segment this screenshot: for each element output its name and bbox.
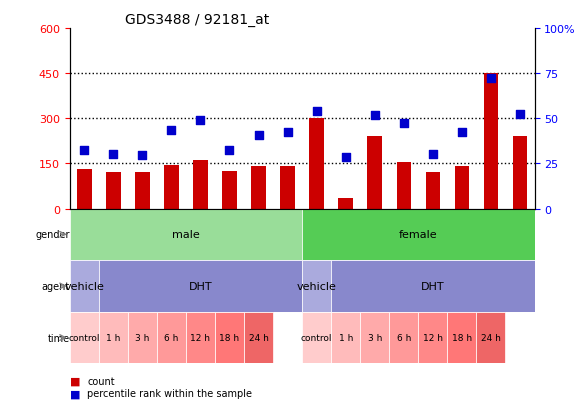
Text: male: male — [172, 230, 200, 240]
Point — [370, 113, 379, 119]
Text: 1 h: 1 h — [106, 333, 120, 342]
Text: count: count — [87, 376, 115, 386]
Bar — [77, 170, 92, 209]
Text: 18 h: 18 h — [452, 333, 472, 342]
Bar — [396, 162, 411, 209]
Bar — [215, 312, 244, 363]
Text: 12 h: 12 h — [423, 333, 443, 342]
Text: gender: gender — [35, 230, 70, 240]
Bar — [476, 312, 505, 363]
Bar — [425, 173, 440, 209]
Text: control: control — [69, 333, 100, 342]
Bar — [483, 74, 498, 209]
Bar — [157, 312, 186, 363]
Bar — [70, 209, 302, 261]
Point — [399, 120, 408, 127]
Bar — [367, 137, 382, 209]
Text: 6 h: 6 h — [397, 333, 411, 342]
Text: time: time — [48, 333, 70, 343]
Text: ■: ■ — [70, 389, 80, 399]
Point — [80, 147, 89, 154]
Bar — [222, 171, 237, 209]
Text: 12 h: 12 h — [191, 333, 210, 342]
Text: ■: ■ — [70, 376, 80, 386]
Point — [225, 147, 234, 154]
Point — [428, 152, 437, 158]
Text: 24 h: 24 h — [249, 333, 268, 342]
Text: vehicle: vehicle — [297, 281, 336, 291]
Bar — [70, 312, 99, 363]
Bar — [331, 312, 360, 363]
Bar — [389, 312, 418, 363]
Bar — [99, 312, 128, 363]
Point — [457, 129, 467, 136]
Bar — [251, 167, 266, 209]
Bar — [193, 161, 208, 209]
Text: 3 h: 3 h — [135, 333, 149, 342]
Bar — [302, 312, 331, 363]
Bar — [70, 261, 99, 312]
Text: 6 h: 6 h — [164, 333, 178, 342]
Bar — [99, 261, 302, 312]
Bar — [128, 312, 157, 363]
Point — [486, 75, 496, 82]
Text: percentile rank within the sample: percentile rank within the sample — [87, 389, 252, 399]
Bar — [302, 261, 331, 312]
Bar — [135, 173, 150, 209]
Text: GDS3488 / 92181_at: GDS3488 / 92181_at — [125, 12, 270, 26]
Bar — [186, 312, 215, 363]
Bar — [302, 209, 535, 261]
Text: vehicle: vehicle — [64, 281, 104, 291]
Point — [109, 152, 118, 158]
Text: control: control — [301, 333, 332, 342]
Bar — [164, 166, 179, 209]
Bar — [106, 173, 121, 209]
Bar — [454, 167, 469, 209]
Point — [341, 155, 350, 161]
Bar — [512, 137, 528, 209]
Bar — [360, 312, 389, 363]
Point — [515, 111, 525, 118]
Point — [167, 128, 176, 134]
Bar — [338, 199, 353, 209]
Bar — [447, 312, 476, 363]
Bar — [331, 261, 535, 312]
Bar — [280, 167, 295, 209]
Bar — [244, 312, 273, 363]
Text: DHT: DHT — [189, 281, 212, 291]
Point — [283, 129, 292, 136]
Text: female: female — [399, 230, 437, 240]
Point — [254, 132, 263, 139]
Text: DHT: DHT — [421, 281, 444, 291]
Text: agent: agent — [41, 281, 70, 291]
Point — [196, 117, 205, 124]
Text: 24 h: 24 h — [481, 333, 501, 342]
Point — [138, 152, 147, 159]
Text: 1 h: 1 h — [339, 333, 353, 342]
Text: 3 h: 3 h — [368, 333, 382, 342]
Bar — [418, 312, 447, 363]
Point — [312, 108, 321, 115]
Bar — [309, 119, 324, 209]
Text: 18 h: 18 h — [220, 333, 239, 342]
